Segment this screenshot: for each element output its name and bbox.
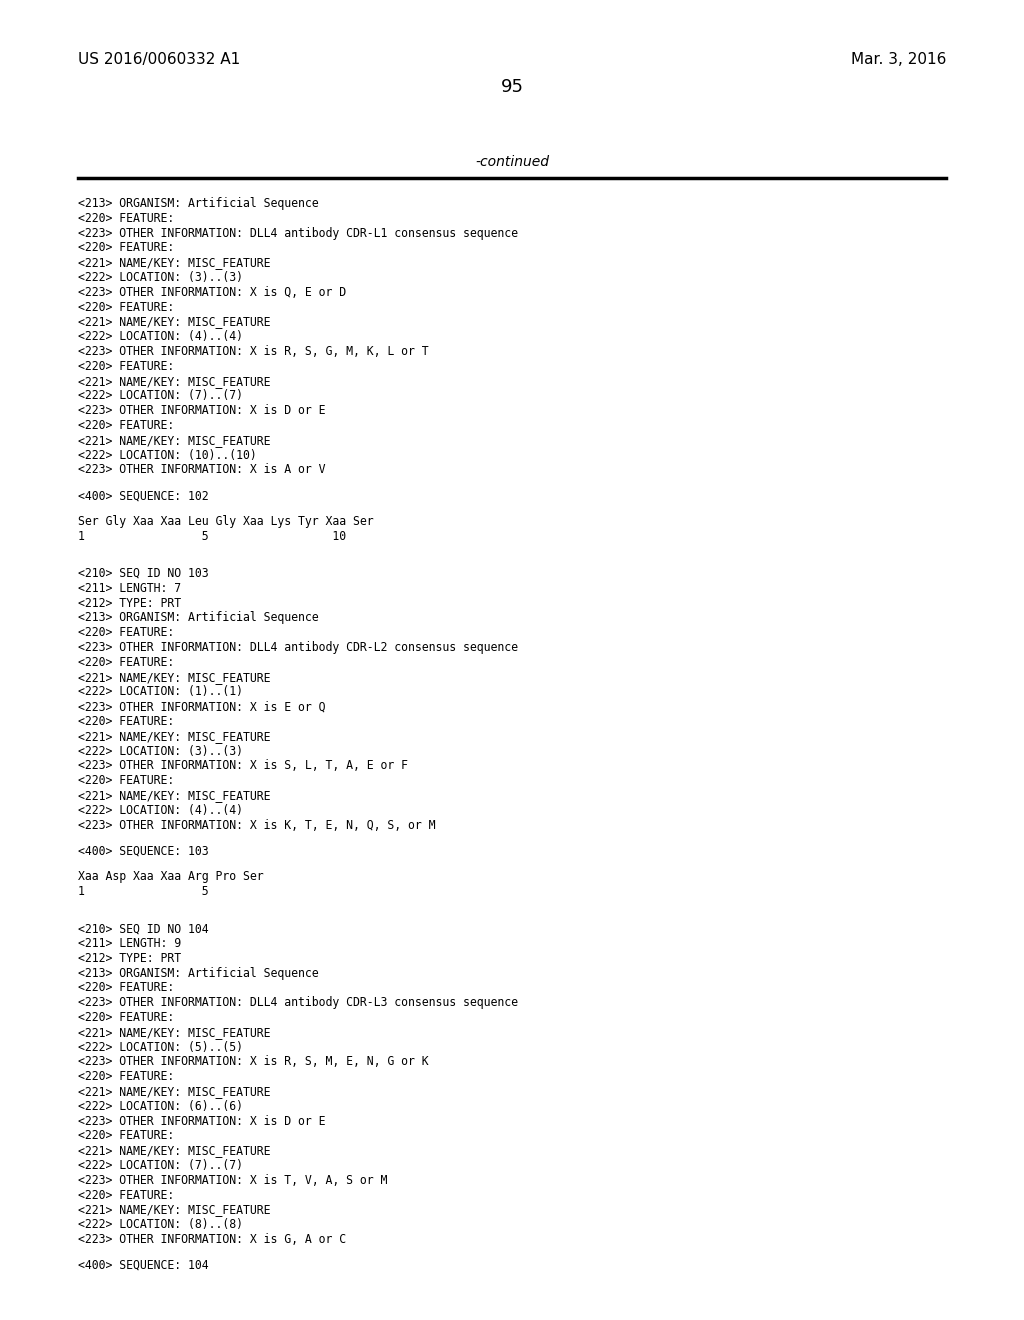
Text: <221> NAME/KEY: MISC_FEATURE: <221> NAME/KEY: MISC_FEATURE — [78, 1085, 270, 1098]
Text: <220> FEATURE:: <220> FEATURE: — [78, 656, 174, 669]
Text: <221> NAME/KEY: MISC_FEATURE: <221> NAME/KEY: MISC_FEATURE — [78, 315, 270, 329]
Text: <210> SEQ ID NO 104: <210> SEQ ID NO 104 — [78, 923, 209, 935]
Text: <223> OTHER INFORMATION: DLL4 antibody CDR-L2 consensus sequence: <223> OTHER INFORMATION: DLL4 antibody C… — [78, 642, 518, 653]
Text: <223> OTHER INFORMATION: X is S, L, T, A, E or F: <223> OTHER INFORMATION: X is S, L, T, A… — [78, 759, 408, 772]
Text: <221> NAME/KEY: MISC_FEATURE: <221> NAME/KEY: MISC_FEATURE — [78, 730, 270, 743]
Text: <222> LOCATION: (8)..(8): <222> LOCATION: (8)..(8) — [78, 1218, 243, 1232]
Text: <400> SEQUENCE: 104: <400> SEQUENCE: 104 — [78, 1259, 209, 1272]
Text: <222> LOCATION: (3)..(3): <222> LOCATION: (3)..(3) — [78, 271, 243, 284]
Text: <220> FEATURE:: <220> FEATURE: — [78, 242, 174, 255]
Text: US 2016/0060332 A1: US 2016/0060332 A1 — [78, 51, 241, 67]
Text: <222> LOCATION: (5)..(5): <222> LOCATION: (5)..(5) — [78, 1040, 243, 1053]
Text: <212> TYPE: PRT: <212> TYPE: PRT — [78, 952, 181, 965]
Text: <221> NAME/KEY: MISC_FEATURE: <221> NAME/KEY: MISC_FEATURE — [78, 1026, 270, 1039]
Text: <221> NAME/KEY: MISC_FEATURE: <221> NAME/KEY: MISC_FEATURE — [78, 671, 270, 684]
Text: <220> FEATURE:: <220> FEATURE: — [78, 1188, 174, 1201]
Text: <222> LOCATION: (4)..(4): <222> LOCATION: (4)..(4) — [78, 330, 243, 343]
Text: Ser Gly Xaa Xaa Leu Gly Xaa Lys Tyr Xaa Ser: Ser Gly Xaa Xaa Leu Gly Xaa Lys Tyr Xaa … — [78, 515, 374, 528]
Text: <220> FEATURE:: <220> FEATURE: — [78, 301, 174, 314]
Text: <220> FEATURE:: <220> FEATURE: — [78, 360, 174, 372]
Text: 1                 5: 1 5 — [78, 886, 209, 898]
Text: <220> FEATURE:: <220> FEATURE: — [78, 715, 174, 729]
Text: Xaa Asp Xaa Xaa Arg Pro Ser: Xaa Asp Xaa Xaa Arg Pro Ser — [78, 870, 263, 883]
Text: <213> ORGANISM: Artificial Sequence: <213> ORGANISM: Artificial Sequence — [78, 966, 318, 979]
Text: <221> NAME/KEY: MISC_FEATURE: <221> NAME/KEY: MISC_FEATURE — [78, 1204, 270, 1217]
Text: <222> LOCATION: (10)..(10): <222> LOCATION: (10)..(10) — [78, 449, 257, 462]
Text: <220> FEATURE:: <220> FEATURE: — [78, 775, 174, 787]
Text: <221> NAME/KEY: MISC_FEATURE: <221> NAME/KEY: MISC_FEATURE — [78, 789, 270, 803]
Text: <223> OTHER INFORMATION: X is Q, E or D: <223> OTHER INFORMATION: X is Q, E or D — [78, 286, 346, 298]
Text: <221> NAME/KEY: MISC_FEATURE: <221> NAME/KEY: MISC_FEATURE — [78, 256, 270, 269]
Text: <212> TYPE: PRT: <212> TYPE: PRT — [78, 597, 181, 610]
Text: <223> OTHER INFORMATION: X is R, S, G, M, K, L or T: <223> OTHER INFORMATION: X is R, S, G, M… — [78, 345, 429, 358]
Text: <222> LOCATION: (4)..(4): <222> LOCATION: (4)..(4) — [78, 804, 243, 817]
Text: <222> LOCATION: (7)..(7): <222> LOCATION: (7)..(7) — [78, 389, 243, 403]
Text: <220> FEATURE:: <220> FEATURE: — [78, 1130, 174, 1142]
Text: <400> SEQUENCE: 102: <400> SEQUENCE: 102 — [78, 490, 209, 503]
Text: <222> LOCATION: (3)..(3): <222> LOCATION: (3)..(3) — [78, 744, 243, 758]
Text: <221> NAME/KEY: MISC_FEATURE: <221> NAME/KEY: MISC_FEATURE — [78, 375, 270, 388]
Text: <221> NAME/KEY: MISC_FEATURE: <221> NAME/KEY: MISC_FEATURE — [78, 1144, 270, 1158]
Text: <220> FEATURE:: <220> FEATURE: — [78, 626, 174, 639]
Text: <213> ORGANISM: Artificial Sequence: <213> ORGANISM: Artificial Sequence — [78, 611, 318, 624]
Text: <223> OTHER INFORMATION: DLL4 antibody CDR-L3 consensus sequence: <223> OTHER INFORMATION: DLL4 antibody C… — [78, 997, 518, 1010]
Text: <223> OTHER INFORMATION: X is G, A or C: <223> OTHER INFORMATION: X is G, A or C — [78, 1233, 346, 1246]
Text: <222> LOCATION: (1)..(1): <222> LOCATION: (1)..(1) — [78, 685, 243, 698]
Text: <223> OTHER INFORMATION: X is A or V: <223> OTHER INFORMATION: X is A or V — [78, 463, 326, 477]
Text: 1                 5                  10: 1 5 10 — [78, 531, 346, 543]
Text: <220> FEATURE:: <220> FEATURE: — [78, 1011, 174, 1024]
Text: <223> OTHER INFORMATION: X is R, S, M, E, N, G or K: <223> OTHER INFORMATION: X is R, S, M, E… — [78, 1056, 429, 1068]
Text: <400> SEQUENCE: 103: <400> SEQUENCE: 103 — [78, 845, 209, 858]
Text: <211> LENGTH: 9: <211> LENGTH: 9 — [78, 937, 181, 950]
Text: <211> LENGTH: 7: <211> LENGTH: 7 — [78, 582, 181, 595]
Text: 95: 95 — [501, 78, 523, 96]
Text: <220> FEATURE:: <220> FEATURE: — [78, 1071, 174, 1084]
Text: <221> NAME/KEY: MISC_FEATURE: <221> NAME/KEY: MISC_FEATURE — [78, 434, 270, 446]
Text: <220> FEATURE:: <220> FEATURE: — [78, 418, 174, 432]
Text: <222> LOCATION: (6)..(6): <222> LOCATION: (6)..(6) — [78, 1100, 243, 1113]
Text: <220> FEATURE:: <220> FEATURE: — [78, 211, 174, 224]
Text: <210> SEQ ID NO 103: <210> SEQ ID NO 103 — [78, 568, 209, 579]
Text: <223> OTHER INFORMATION: X is E or Q: <223> OTHER INFORMATION: X is E or Q — [78, 700, 326, 713]
Text: Mar. 3, 2016: Mar. 3, 2016 — [851, 51, 946, 67]
Text: <223> OTHER INFORMATION: X is D or E: <223> OTHER INFORMATION: X is D or E — [78, 1114, 326, 1127]
Text: <213> ORGANISM: Artificial Sequence: <213> ORGANISM: Artificial Sequence — [78, 197, 318, 210]
Text: <220> FEATURE:: <220> FEATURE: — [78, 981, 174, 994]
Text: <222> LOCATION: (7)..(7): <222> LOCATION: (7)..(7) — [78, 1159, 243, 1172]
Text: <223> OTHER INFORMATION: DLL4 antibody CDR-L1 consensus sequence: <223> OTHER INFORMATION: DLL4 antibody C… — [78, 227, 518, 240]
Text: <223> OTHER INFORMATION: X is T, V, A, S or M: <223> OTHER INFORMATION: X is T, V, A, S… — [78, 1173, 387, 1187]
Text: <223> OTHER INFORMATION: X is D or E: <223> OTHER INFORMATION: X is D or E — [78, 404, 326, 417]
Text: <223> OTHER INFORMATION: X is K, T, E, N, Q, S, or M: <223> OTHER INFORMATION: X is K, T, E, N… — [78, 818, 435, 832]
Text: -continued: -continued — [475, 154, 549, 169]
